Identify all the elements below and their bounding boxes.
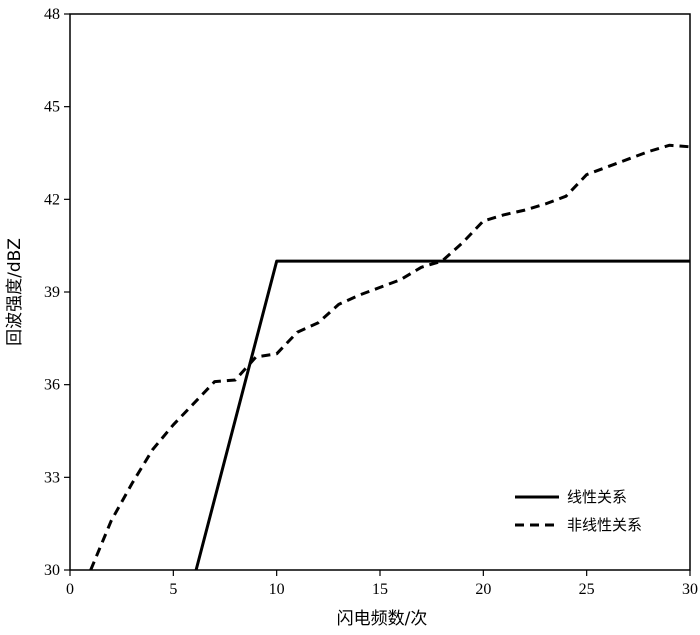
x-tick-label: 10	[269, 581, 285, 598]
plot-frame	[69, 13, 691, 571]
y-tick-label: 30	[44, 562, 60, 579]
x-tick-label: 25	[579, 581, 595, 598]
x-tick-label: 30	[682, 581, 698, 598]
x-axis-title: 闪电频数/次	[337, 609, 428, 629]
series-layer	[89, 143, 691, 571]
x-tick-label: 0	[66, 581, 74, 598]
series-line-nonlinear	[89, 143, 691, 571]
y-tick-label: 36	[44, 377, 60, 394]
series-line-linear	[194, 259, 690, 571]
x-tick-label: 20	[475, 581, 491, 598]
y-tick-label: 42	[44, 191, 60, 208]
axes: 0 5 10 15 20 25 30 30 33 36 39 42 45 48	[44, 6, 698, 598]
y-axis-title: 回波强度/dBZ	[5, 238, 25, 346]
y-tick-label: 48	[44, 6, 60, 23]
legend-label: 线性关系	[567, 488, 627, 506]
legend-label: 非线性关系	[567, 516, 642, 534]
plot-area	[69, 13, 691, 571]
x-tick-label: 15	[372, 581, 388, 598]
y-tick-label: 33	[44, 469, 60, 486]
y-tick-label: 39	[44, 284, 60, 301]
x-tick-label: 5	[169, 581, 177, 598]
y-tick-label: 45	[44, 99, 60, 116]
